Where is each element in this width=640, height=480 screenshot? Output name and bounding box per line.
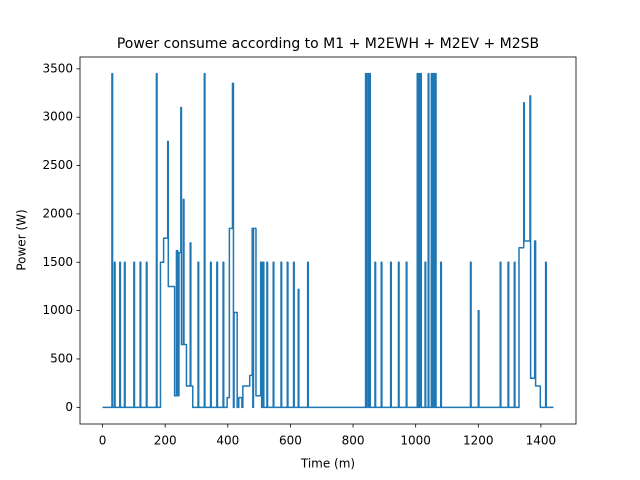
chart-title: Power consume according to M1 + M2EWH + … [117, 36, 539, 52]
y-tick-label: 1500 [42, 255, 73, 269]
x-tick-label: 1200 [463, 434, 494, 448]
y-tick-label: 3000 [42, 110, 73, 124]
y-axis-label: Power (W) [15, 209, 29, 270]
data-line [102, 72, 554, 409]
x-tick-label: 1000 [400, 434, 431, 448]
y-tick-label: 0 [65, 400, 73, 414]
plot-frame [79, 56, 577, 425]
y-tick-label: 1000 [42, 303, 73, 317]
x-tick-label: 600 [279, 434, 302, 448]
x-tick-label: 400 [216, 434, 239, 448]
x-tick-label: 800 [342, 434, 365, 448]
x-axis-label: Time (m) [300, 457, 355, 471]
x-tick-label: 1400 [526, 434, 557, 448]
y-tick-label: 500 [50, 351, 73, 365]
y-tick-label: 3500 [42, 61, 73, 75]
x-tick-label: 200 [154, 434, 177, 448]
y-tick-label: 2500 [42, 158, 73, 172]
x-tick-label: 0 [99, 434, 107, 448]
y-tick-label: 2000 [42, 206, 73, 220]
